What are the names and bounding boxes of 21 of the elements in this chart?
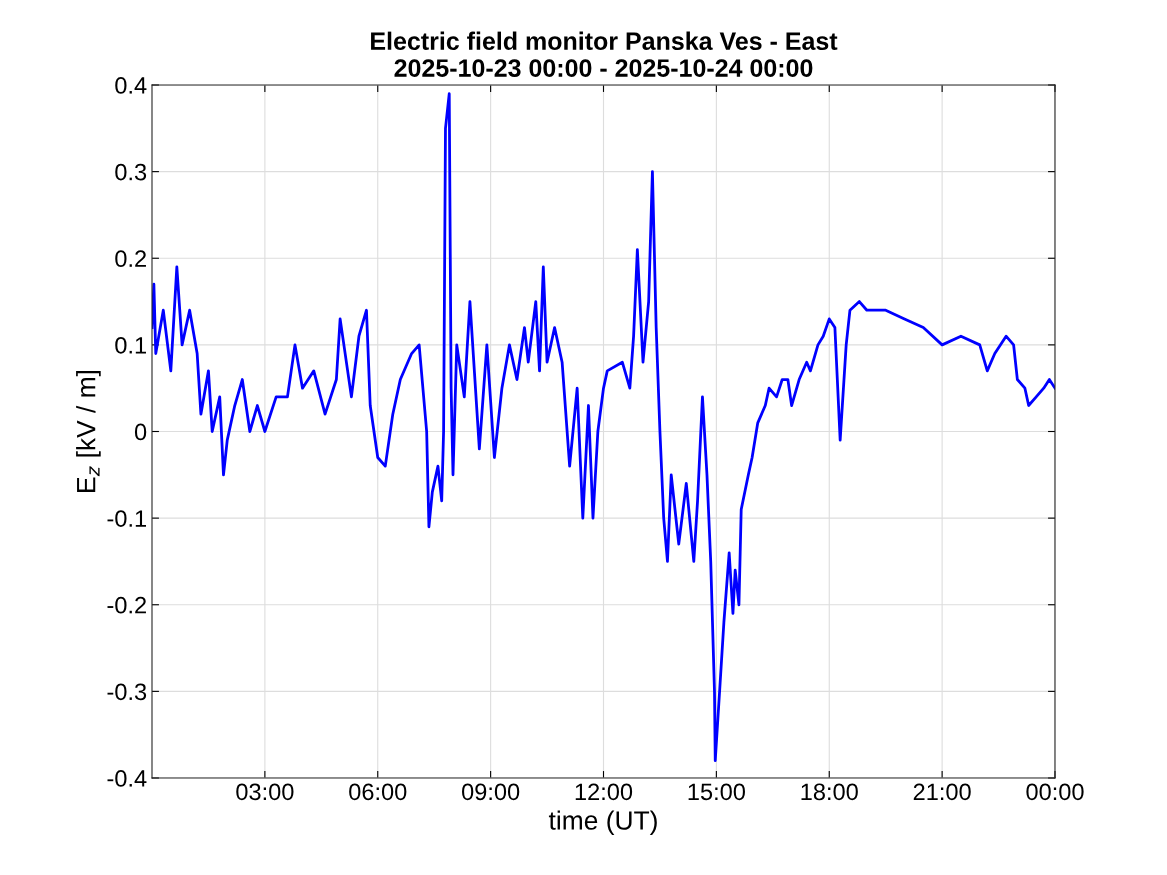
y-tick-label: 0.1 <box>115 336 146 354</box>
y-tick-label: 0 <box>134 423 147 441</box>
y-tick-label: 0.2 <box>115 250 146 268</box>
x-tick-label: 21:00 <box>913 783 971 801</box>
x-tick-label: 12:00 <box>575 783 633 801</box>
y-tick-label: -0.2 <box>107 596 146 614</box>
x-tick-label: 18:00 <box>801 783 858 801</box>
y-axis-title: E$_{z}$ [kV / m] <box>76 370 101 492</box>
y-tick-label: -0.1 <box>107 510 146 527</box>
chart-title: Electric field monitor Panska Ves - East 2025-10-23 00:00 - 2025-10-24 00:00 <box>371 31 838 77</box>
x-tick-label: 00:00 <box>1026 783 1084 801</box>
y-tick-label: 0.4 <box>115 77 147 94</box>
y-tick-label: -0.4 <box>107 770 147 787</box>
y-tick-label: -0.3 <box>107 683 147 701</box>
x-tick-label: 15:00 <box>688 783 745 801</box>
x-axis-title: time (UT) <box>548 810 657 836</box>
x-tick-label: 09:00 <box>462 783 520 801</box>
x-tick-label: 06:00 <box>349 783 407 801</box>
y-tick-label: 0.3 <box>115 163 147 181</box>
x-tick-label: 03:00 <box>236 783 294 801</box>
line-series <box>152 92 1055 763</box>
